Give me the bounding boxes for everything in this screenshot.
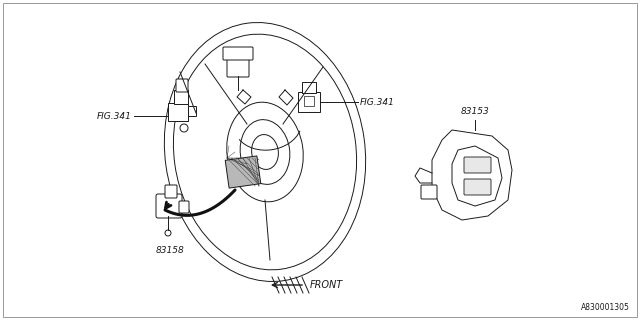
FancyBboxPatch shape (227, 57, 249, 77)
Text: FIG.341: FIG.341 (97, 111, 132, 121)
Circle shape (180, 124, 188, 132)
Text: 83153: 83153 (461, 107, 490, 116)
FancyBboxPatch shape (174, 90, 188, 104)
FancyBboxPatch shape (298, 92, 320, 112)
FancyBboxPatch shape (302, 82, 316, 93)
Bar (225, 156, 260, 188)
FancyBboxPatch shape (165, 185, 177, 198)
FancyBboxPatch shape (304, 96, 314, 106)
FancyBboxPatch shape (176, 79, 188, 92)
FancyBboxPatch shape (168, 103, 188, 121)
FancyBboxPatch shape (179, 201, 189, 213)
Text: 83158: 83158 (156, 246, 184, 255)
FancyBboxPatch shape (223, 47, 253, 60)
FancyBboxPatch shape (464, 179, 491, 195)
Text: FIG.341: FIG.341 (360, 98, 395, 107)
FancyBboxPatch shape (464, 157, 491, 173)
FancyBboxPatch shape (421, 185, 437, 199)
Circle shape (165, 230, 171, 236)
Text: A830001305: A830001305 (581, 303, 630, 312)
FancyBboxPatch shape (156, 194, 182, 218)
FancyBboxPatch shape (188, 106, 196, 116)
Text: FRONT: FRONT (310, 280, 343, 290)
